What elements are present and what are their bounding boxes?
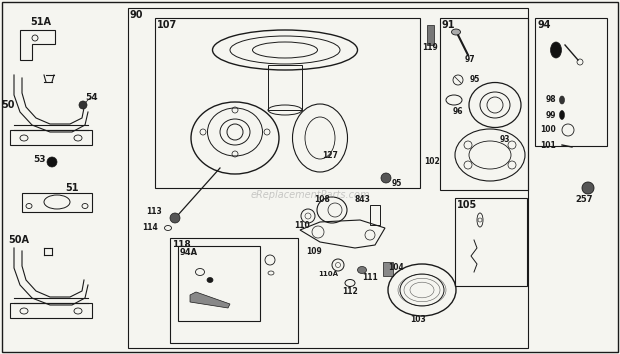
Bar xyxy=(427,25,434,45)
Ellipse shape xyxy=(559,96,564,104)
Circle shape xyxy=(47,157,57,167)
Text: 54: 54 xyxy=(86,93,99,103)
Text: 107: 107 xyxy=(157,20,177,30)
Ellipse shape xyxy=(358,267,366,274)
Text: 112: 112 xyxy=(342,287,358,297)
Bar xyxy=(535,18,607,146)
Text: 257: 257 xyxy=(575,195,593,205)
Bar xyxy=(455,198,527,286)
Circle shape xyxy=(79,101,87,109)
Text: 127: 127 xyxy=(322,150,338,160)
Text: 93: 93 xyxy=(500,136,510,144)
Text: 50A: 50A xyxy=(8,235,29,245)
Bar xyxy=(440,18,528,190)
Text: 843: 843 xyxy=(354,195,370,205)
Bar xyxy=(170,238,298,343)
Text: 94: 94 xyxy=(537,20,551,30)
Text: 119: 119 xyxy=(422,44,438,52)
Ellipse shape xyxy=(551,42,562,58)
Text: 103: 103 xyxy=(410,315,426,325)
Text: 51: 51 xyxy=(65,183,79,193)
Circle shape xyxy=(170,213,180,223)
Ellipse shape xyxy=(207,278,213,282)
Bar xyxy=(178,246,260,321)
Text: eReplacementParts.com: eReplacementParts.com xyxy=(250,190,370,200)
Text: 110A: 110A xyxy=(318,271,338,277)
Text: 101: 101 xyxy=(540,141,556,149)
Bar xyxy=(128,8,528,348)
Circle shape xyxy=(381,173,391,183)
Bar xyxy=(370,205,380,225)
Text: 114: 114 xyxy=(142,223,158,233)
Text: 90: 90 xyxy=(130,10,143,20)
Text: 51A: 51A xyxy=(30,17,51,27)
Text: 99: 99 xyxy=(546,110,556,120)
Text: 95: 95 xyxy=(392,178,402,188)
Text: 94A: 94A xyxy=(180,248,198,257)
Text: 95: 95 xyxy=(470,75,480,85)
Polygon shape xyxy=(190,292,230,308)
Text: 108: 108 xyxy=(314,195,330,205)
Text: 109: 109 xyxy=(306,247,322,257)
Bar xyxy=(383,262,393,276)
Circle shape xyxy=(582,182,594,194)
Text: 97: 97 xyxy=(464,56,476,64)
Ellipse shape xyxy=(559,110,564,120)
Text: 105: 105 xyxy=(457,200,477,210)
Text: 104: 104 xyxy=(388,263,404,273)
Text: 113: 113 xyxy=(146,207,162,217)
Bar xyxy=(155,18,420,188)
Text: 110: 110 xyxy=(294,221,310,229)
Bar xyxy=(268,65,302,110)
Text: 98: 98 xyxy=(546,96,556,104)
Text: 50: 50 xyxy=(1,100,15,110)
Ellipse shape xyxy=(451,29,461,35)
Text: 91: 91 xyxy=(442,20,456,30)
Text: 100: 100 xyxy=(540,126,556,135)
Text: 96: 96 xyxy=(453,108,463,116)
Text: 102: 102 xyxy=(424,158,440,166)
Text: 111: 111 xyxy=(362,274,378,282)
Text: 53: 53 xyxy=(33,155,46,165)
Text: 118: 118 xyxy=(172,240,191,249)
